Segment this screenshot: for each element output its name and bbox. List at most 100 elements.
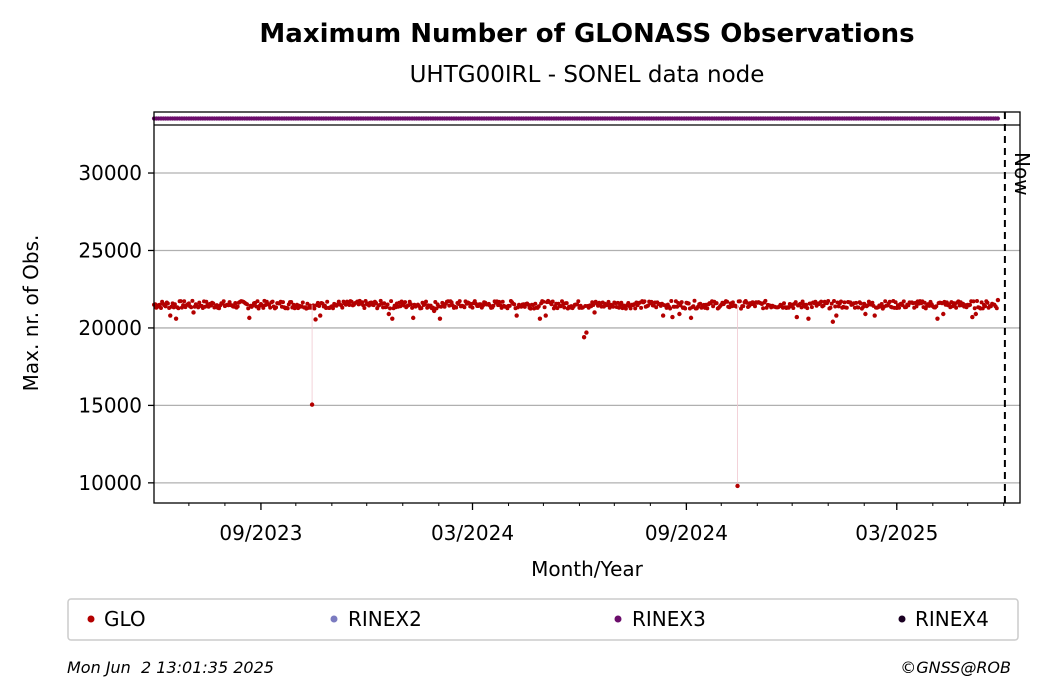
glo-point [753,304,757,309]
legend-label-glo: GLO [104,607,146,631]
glo-point [826,299,831,303]
glo-point [592,310,597,315]
glo-point [542,305,547,310]
glo-point [289,300,294,304]
glo-point [973,311,979,317]
glo-point [935,316,940,321]
glo-point [390,316,395,321]
glo-point [481,303,485,308]
glo-point [829,301,834,306]
glo-point [806,316,811,321]
glo-point [386,311,392,317]
glo-point [182,299,187,304]
glo-point [805,306,810,311]
glo-point [619,300,624,305]
legend: GLO RINEX2 RINEX3 RINEX4 [67,598,1019,641]
glo-point [197,300,202,305]
glo-point [235,304,240,309]
glo-point [526,302,531,307]
glo-point [541,299,546,304]
glo-point [500,299,505,304]
x-tick-label: 03/2025 [855,521,938,545]
glo-point [669,299,674,303]
glo-point [497,299,502,304]
glo-point [897,305,902,310]
legend-label-rinex2: RINEX2 [348,607,422,631]
glo-point [318,313,323,318]
glo-point [431,308,437,314]
glo-point [985,300,990,305]
glo-point [914,304,919,309]
glo-point [385,302,390,307]
glo-point [349,299,354,304]
glo-point [186,301,191,306]
rinex-strip [151,116,1001,121]
footer-copyright: ©GNSS@ROB [900,658,1011,677]
glo-point [173,316,179,321]
glo-point [347,303,352,307]
legend-entry-rinex3: RINEX3 [614,607,706,631]
grid-lines [154,172,1020,484]
glo-point [190,298,195,303]
now-marker: Now [1003,112,1034,503]
glo-point [901,299,906,304]
glo-point [763,298,768,303]
y-tick-label: 30000 [78,161,142,185]
glo-point [470,305,475,310]
glo-point [165,301,170,306]
glo-point [906,303,911,308]
y-axis: 10000 15000 20000 25000 30000 [78,161,154,495]
glo-point [670,314,675,320]
glo-point [442,304,447,309]
glo-point [800,299,805,304]
chart-subtitle: UHTG00IRL - SONEL data node [410,62,765,88]
glo-point [820,304,825,309]
glo-point [832,299,836,303]
glo-point [688,315,694,321]
glo-point [536,304,541,309]
glo-point [828,305,833,310]
glo-point [331,306,335,311]
glo-point [705,306,710,311]
legend-box [67,598,1019,641]
rinex3-point [995,116,1001,121]
glo-point [791,306,796,310]
now-label: Now [1010,152,1034,196]
glo-point [782,301,786,306]
glo-point [836,304,841,309]
glo-point [159,306,163,310]
legend-entry-glo: GLO [87,607,146,631]
glo-point [157,302,162,307]
glo-point [639,305,644,310]
glo-point [281,300,285,305]
glo-point [512,302,517,307]
glo-series [152,297,1001,489]
glo-point [591,303,596,307]
x-tick-label: 09/2023 [219,521,302,545]
glo-point [431,305,435,310]
glo-point [533,301,538,306]
glo-point [462,305,467,310]
glo-point [628,306,633,311]
glo-point [833,304,838,309]
glo-point [741,304,746,309]
glo-point [454,305,459,310]
glo-point [804,302,809,307]
glo-point [584,330,589,335]
glo-point [725,299,730,304]
glo-point [623,306,628,311]
glo-point [737,299,742,304]
glo-point [809,305,814,310]
glo-point [300,300,305,305]
glo-point [268,305,273,310]
x-tick-label: 03/2024 [431,521,514,545]
glo-point [424,299,428,304]
glo-point [675,304,680,309]
legend-label-rinex3: RINEX3 [632,607,706,631]
glo-point [649,299,654,304]
glo-point [176,306,181,311]
glo-point [171,305,176,310]
glo-point [711,304,716,309]
glo-point [761,306,766,311]
